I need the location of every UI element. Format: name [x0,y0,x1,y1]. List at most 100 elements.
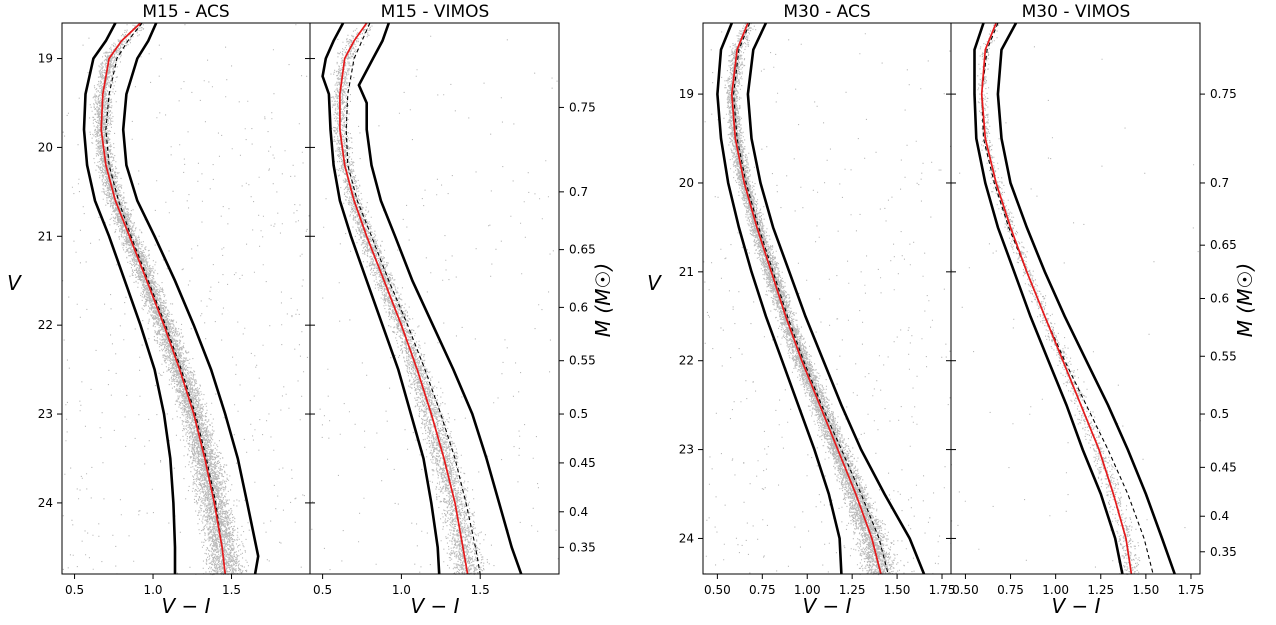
m30-y2-axis-label: M (M☉) [1233,263,1257,337]
star-points [703,23,953,576]
y-tick-label: 20 [679,176,694,190]
mass-tick-label: 0.75 [569,100,596,114]
y-ticks: 19 20 21 22 23 24 [38,52,315,510]
x-axis-label: V − I [1051,594,1100,618]
panel-title: M30 - VIMOS [1022,2,1131,22]
x-axis-label: V − I [802,594,851,618]
x-tick-label: 1.0 [392,583,411,597]
y-tick-label: 24 [38,496,53,510]
x-tick-label: 1.25 [1087,583,1114,597]
y-tick-label: 23 [38,407,53,421]
fiducial-lines [82,22,260,575]
red-fiducial-line [730,22,882,575]
panel-title: M30 - ACS [783,2,870,22]
dashed-fiducial-line [105,22,226,575]
dashed-fiducial-line [981,22,1154,575]
x-ticks: 0.5 1.0 1.5 [65,574,241,597]
mass-tick-label: 0.55 [569,354,596,368]
x-tick-label: 1.5 [471,583,490,597]
m15-y2-axis-label: M (M☉) [591,263,615,337]
mass-tick-label: 0.55 [1210,349,1237,363]
mass-tick-label: 0.65 [1210,238,1237,252]
mass-tick-label: 0.65 [569,243,596,257]
scatter-points [62,23,310,576]
y-tick-label: 22 [679,354,694,368]
panel-title: M15 - ACS [142,2,229,22]
x-tick-label: 1.00 [1042,583,1069,597]
blue-envelope-line [716,22,843,575]
blue-envelope-line [973,22,1124,575]
panel-m15-acs: M15 - ACS 0.5 1.0 1.5 V − I [61,2,311,618]
y-ticks: 19 20 21 22 23 24 [679,87,956,545]
mass-tick-label: 0.5 [1210,407,1229,421]
mass-tick-label: 0.35 [569,540,596,554]
y-tick-label: 22 [38,318,53,332]
mass-tick-label: 0.4 [1210,509,1229,523]
red-envelope-line [121,22,260,575]
red-fiducial-line [980,22,1133,575]
x-tick-label: 0.75 [749,583,776,597]
scatter-points [311,24,559,575]
mass-tick-label: 0.6 [1210,292,1229,306]
panel-title: M15 - VIMOS [381,2,490,22]
star-points [957,24,1201,575]
red-envelope-line [996,22,1176,575]
x-tick-label: 1.75 [1178,583,1205,597]
mass-tick-label: 0.75 [1210,87,1237,101]
y-tick-label: 19 [38,52,53,66]
x-tick-label: 1.50 [884,583,911,597]
mass-ticks: 0.75 0.7 0.65 0.6 0.55 0.5 0.45 0.4 0.35 [559,100,596,554]
star-points [311,24,559,575]
mass-tick-label: 0.35 [1210,545,1237,559]
x-tick-label: 1.25 [839,583,866,597]
mass-tick-label: 0.7 [1210,176,1229,190]
y-tick-label: 24 [679,531,694,545]
mass-tick-label: 0.4 [569,505,588,519]
y-tick-label: 21 [679,265,694,279]
star-points [62,23,310,576]
y-tick-label: 21 [38,229,53,243]
fiducial-lines [321,22,523,575]
red-fiducial-line [339,22,469,575]
x-tick-label: 1.50 [1133,583,1160,597]
x-ticks: 0.50 0.75 1.00 1.25 1.50 1.75 [952,574,1204,597]
x-tick-label: 0.50 [952,583,979,597]
m30-y-axis-label: V [647,271,662,295]
x-tick-label: 0.5 [313,583,332,597]
x-tick-label: 1.00 [794,583,821,597]
x-tick-label: 1.75 [929,583,956,597]
x-tick-label: 1.0 [143,583,162,597]
red-fiducial-line [100,22,227,575]
red-envelope-line [357,22,523,575]
mass-tick-label: 0.7 [569,185,588,199]
y-tick-label: 20 [38,140,53,154]
blue-envelope-line [321,22,441,575]
dashed-fiducial-line [733,22,889,575]
y-tick-label: 19 [679,87,694,101]
x-tick-label: 0.75 [997,583,1024,597]
scatter-points [703,23,953,576]
scatter-points [957,24,1201,575]
x-axis-label: V − I [161,594,210,618]
blue-envelope-line [82,22,177,574]
x-ticks: 0.5 1.0 1.5 [313,574,490,597]
x-tick-label: 0.50 [704,583,731,597]
mass-tick-label: 0.6 [569,300,588,314]
panel-m15-vimos: M15 - VIMOS 0.5 1.0 1.5 V − I [309,2,560,618]
mass-ticks: 0.75 0.7 0.65 0.6 0.55 0.5 0.45 0.4 0.35 [1200,87,1237,559]
figure-m30: V M (M☉) M30 - ACS 0.50 0.75 1.00 1.25 1.50 1… [647,2,1257,618]
panel-m30-acs: M30 - ACS 0.50 0.75 1.00 1.25 1.50 1.75 V − I [702,2,955,618]
plot-frame [950,22,1201,575]
fiducial-lines [973,22,1176,575]
red-envelope-line [746,22,926,575]
x-tick-label: 1.5 [222,583,241,597]
x-tick-label: 0.5 [65,583,84,597]
y-tick-label: 23 [679,443,694,457]
dashed-fiducial-line [345,22,481,575]
figure-m15: V M (M☉) M15 - ACS 0.5 1.0 1.5 V − I M15 -… [7,2,615,618]
x-ticks: 0.50 0.75 1.00 1.25 1.50 1.75 [704,574,955,597]
panel-m30-vimos: M30 - VIMOS 0.50 0.75 1.00 1.25 1.50 1.75 V −… [950,2,1204,618]
mass-tick-label: 0.45 [1210,460,1237,474]
